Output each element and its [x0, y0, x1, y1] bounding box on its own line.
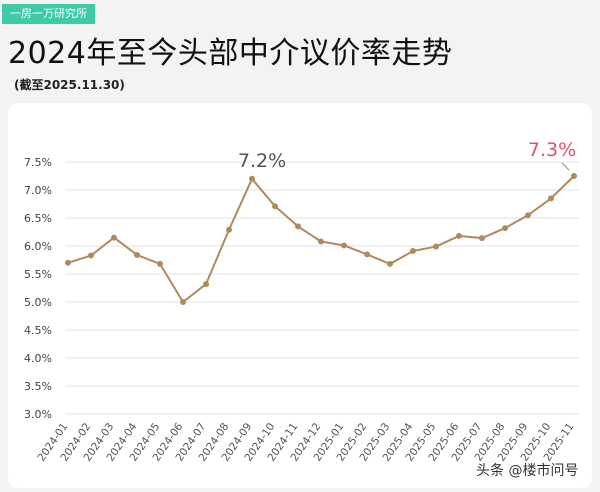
data-point [571, 173, 577, 179]
source-tag: 一房一万研究所 [2, 4, 95, 24]
data-point [479, 235, 485, 242]
chart-card: 3.0% 3.5% 4.0% 4.5% 5.0% 5.5% 6.0% 6.5% 7.0% 7.5%… [8, 103, 592, 488]
data-point [387, 260, 393, 267]
annotation-label-latest: 7.3% [528, 139, 576, 161]
y-tick-label: 5.5% [24, 268, 52, 281]
data-point [318, 238, 324, 245]
data-point [226, 226, 232, 233]
data-point [364, 251, 370, 258]
y-tick-label: 4.5% [24, 324, 52, 337]
data-point [65, 259, 71, 266]
x-axis-labels: 2024-012024-022024-032024-042024-052024-… [35, 421, 576, 464]
y-tick-label: 6.0% [24, 240, 52, 253]
annotation-label-peak: 7.2% [238, 150, 286, 172]
data-point [548, 195, 554, 202]
data-point [272, 203, 278, 210]
chart-title: 2024年至今头部中介议价率走势 [8, 36, 453, 71]
y-tick-label: 3.5% [24, 380, 52, 393]
data-point [341, 242, 347, 249]
y-tick-label: 7.5% [24, 156, 52, 169]
y-axis-labels: 3.0% 3.5% 4.0% 4.5% 5.0% 5.5% 6.0% 6.5% 7.0% 7.5% [24, 156, 52, 421]
y-tick-label: 4.0% [24, 352, 52, 365]
annotation-leader [561, 162, 570, 171]
gridlines [66, 161, 580, 415]
data-point [502, 225, 508, 232]
data-point [456, 232, 462, 239]
data-point [249, 175, 255, 182]
data-point [203, 281, 209, 288]
y-tick-label: 5.0% [24, 296, 52, 309]
watermark: 头条 @楼市问号 [476, 463, 579, 479]
y-tick-label: 7.0% [24, 184, 52, 197]
data-point [433, 243, 439, 250]
chart-subtitle: (截至2025.11.30) [14, 78, 125, 92]
data-point [157, 260, 163, 267]
data-point [180, 299, 186, 305]
data-point [295, 223, 301, 230]
data-point [88, 252, 94, 259]
data-point [111, 234, 117, 241]
y-tick-label: 3.0% [24, 408, 52, 421]
annotations: 7.2% 7.3% [238, 139, 576, 172]
data-point [525, 212, 531, 219]
y-tick-label: 6.5% [24, 212, 52, 225]
data-point [134, 251, 140, 258]
line-chart: 3.0% 3.5% 4.0% 4.5% 5.0% 5.5% 6.0% 6.5% 7.0% 7.5%… [24, 139, 580, 464]
data-points [65, 173, 577, 305]
data-point [410, 248, 416, 255]
